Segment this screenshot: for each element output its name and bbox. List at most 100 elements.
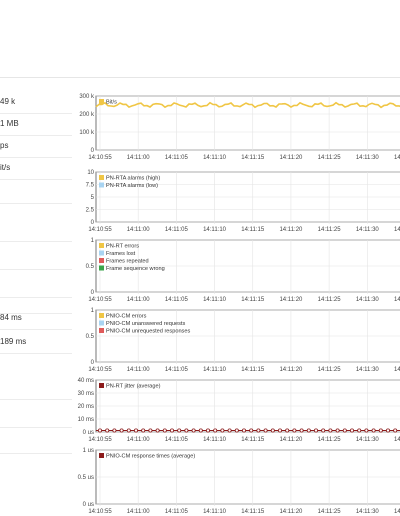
x-tick-label: 14:11:35 (394, 509, 400, 515)
x-tick-label: 14:11:30 (356, 155, 380, 161)
x-tick-label: 14:11:15 (241, 155, 265, 161)
x-tick-label: 14:11:15 (241, 367, 265, 373)
stat-row: it/s (0, 156, 72, 180)
jitter-data-point (349, 428, 354, 433)
x-tick-label: 14:11:25 (318, 297, 342, 303)
legend-label: PN-RTA alarms (high) (106, 176, 160, 182)
y-tick-label: 0.5 (86, 334, 95, 340)
x-tick-label: 14:11:35 (394, 227, 400, 233)
legend-swatch (99, 175, 104, 180)
jitter-data-point (378, 428, 383, 433)
jitter-data-point (385, 428, 390, 433)
legend-swatch (99, 182, 104, 188)
y-tick-label: 0 (91, 290, 95, 296)
stat-row (0, 218, 72, 242)
jitter-data-point (299, 428, 304, 433)
stat-value: ps (0, 141, 9, 150)
x-tick-label: 14:11:05 (165, 155, 189, 161)
jitter-data-point (134, 428, 139, 433)
legend-swatch (99, 313, 104, 318)
legend-swatch (99, 99, 104, 104)
stat-value: 189 ms (0, 337, 27, 346)
x-tick-label: 14:11:30 (356, 509, 380, 515)
jitter-data-point (256, 428, 261, 433)
y-tick-label: 0 (91, 360, 95, 366)
bitrate-chart[interactable]: 300 k 200 k 100 k 0 14:10:55 14:11:00 14:11:05… (72, 90, 400, 162)
jitter-data-point (162, 428, 167, 433)
y-tick-label: 1 (91, 238, 95, 244)
y-tick-label: 300 k (79, 94, 95, 100)
jitter-data-point (191, 428, 196, 433)
stat-value: 49 k (0, 97, 16, 106)
jitter-data-point (148, 428, 153, 433)
x-tick-label: 14:11:00 (127, 367, 151, 373)
x-tick-label: 14:11:00 (127, 155, 151, 161)
stat-value: it/s (0, 163, 11, 172)
x-tick-label: 14:11:25 (318, 155, 342, 161)
jitter-data-point (213, 428, 218, 433)
x-tick-label: 14:11:05 (165, 227, 189, 233)
stat-row: ps (0, 134, 72, 158)
x-tick-label: 14:11:25 (318, 367, 342, 373)
pn-rt-jitter-chart[interactable]: 40 ms 30 ms 20 ms 10 ms 0 us 14:10:55 14:11:00… (72, 374, 400, 444)
pnio-cm-errors-chart[interactable]: 1 0.5 0 14:10:55 14:11:00 14:11:05 14:11:10 14:… (72, 304, 400, 374)
jitter-data-point (241, 428, 246, 433)
stat-row (0, 404, 72, 428)
jitter-data-point (342, 428, 347, 433)
x-tick-label: 14:11:15 (241, 297, 265, 303)
legend-swatch (99, 453, 104, 458)
x-tick-label: 14:10:55 (88, 509, 112, 515)
jitter-data-point (285, 428, 290, 433)
stat-row (0, 246, 72, 270)
jitter-data-point (227, 428, 232, 433)
x-tick-label: 14:10:55 (88, 297, 112, 303)
x-tick-label: 14:11:05 (165, 437, 189, 443)
y-tick-label: 10 ms (78, 417, 94, 423)
jitter-data-point (205, 428, 210, 433)
y-tick-label: 200 k (79, 112, 95, 118)
x-tick-label: 14:11:25 (318, 437, 342, 443)
pn-rta-alarms-chart[interactable]: 10 7.5 5 2.5 0 14:10:55 14:11:00 14:11:05 14:11:… (72, 166, 400, 234)
jitter-data-point (364, 428, 369, 433)
legend-label: Bit/s (106, 100, 117, 106)
jitter-data-point (126, 428, 131, 433)
x-tick-label: 14:11:20 (279, 297, 303, 303)
jitter-data-point (270, 428, 275, 433)
pnio-cm-response-times-chart[interactable]: 1 us 0.5 us 0 us 14:10:55 14:11:00 14:11:05 14… (72, 444, 400, 516)
y-tick-label: 40 ms (78, 378, 94, 384)
x-tick-label: 14:11:00 (127, 227, 151, 233)
jitter-data-point (184, 428, 189, 433)
x-tick-label: 14:11:05 (165, 297, 189, 303)
pn-rt-errors-chart[interactable]: 1 0.5 0 14:10:55 14:11:00 14:11:05 14:11:10 14:… (72, 234, 400, 304)
jitter-data-point (371, 428, 376, 433)
jitter-data-point (119, 428, 124, 433)
x-tick-label: 14:11:05 (165, 509, 189, 515)
x-tick-label: 14:10:55 (88, 437, 112, 443)
x-tick-label: 14:11:25 (318, 509, 342, 515)
x-tick-label: 14:11:20 (279, 509, 303, 515)
jitter-data-point (112, 428, 117, 433)
jitter-data-point (292, 428, 297, 433)
jitter-data-point (263, 428, 268, 433)
y-tick-label: 1 us (83, 448, 94, 454)
legend-label: Frame sequence wrong (106, 266, 165, 272)
y-tick-label: 30 ms (78, 391, 94, 397)
jitter-data-point (321, 428, 326, 433)
x-tick-label: 14:11:10 (203, 509, 227, 515)
jitter-data-point (328, 428, 333, 433)
y-tick-label: 0 us (83, 502, 94, 508)
jitter-data-point (249, 428, 254, 433)
y-tick-label: 10 (87, 170, 94, 176)
x-tick-label: 14:11:15 (241, 227, 265, 233)
legend-label: PN-RTA alarms (low) (106, 183, 158, 189)
x-tick-label: 14:10:55 (88, 227, 112, 233)
stat-row (0, 274, 72, 298)
x-tick-label: 14:11:20 (279, 155, 303, 161)
top-toolbar-area (0, 0, 400, 78)
legend-swatch (99, 383, 104, 388)
x-tick-label: 14:11:05 (165, 367, 189, 373)
y-tick-label: 2.5 (86, 208, 95, 214)
legend-label: PNIO-CM unrequested responses (106, 329, 190, 335)
x-tick-label: 14:11:35 (394, 367, 400, 373)
jitter-data-point (170, 428, 175, 433)
